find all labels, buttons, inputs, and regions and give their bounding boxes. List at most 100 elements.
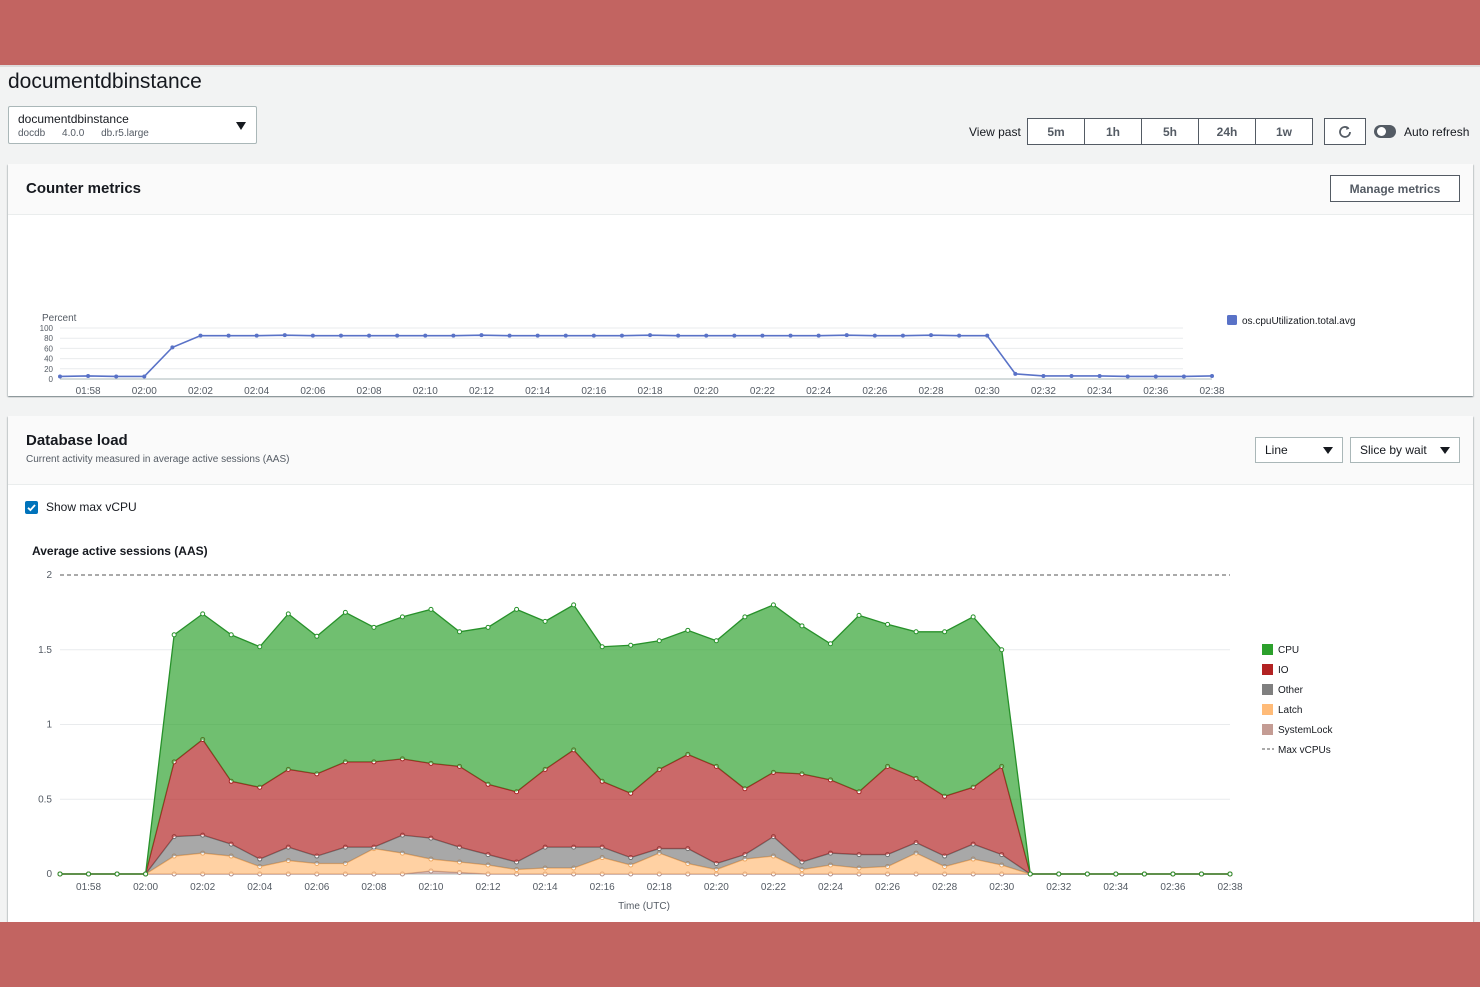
data-point [507, 333, 512, 338]
data-point [788, 333, 793, 338]
range-button-1w[interactable]: 1w [1255, 118, 1313, 145]
chart-title: Average active sessions (AAS) [32, 544, 208, 558]
x-tick-label: 02:28 [919, 386, 944, 396]
x-tick-label: 02:38 [1199, 386, 1224, 396]
database-load-header: Database load Current activity measured … [8, 416, 1473, 485]
data-point [1153, 374, 1158, 379]
x-tick-label: 02:08 [361, 882, 386, 893]
y-tick-label: 0.5 [38, 794, 52, 805]
counter-metrics-panel: Counter metrics Manage metrics 0 20 40 60 80… [8, 164, 1473, 396]
data-point [563, 333, 568, 338]
x-tick-label: 02:04 [244, 386, 269, 396]
show-vcpu-checkbox[interactable] [25, 501, 38, 514]
x-tick-label: 02:06 [300, 386, 325, 396]
instance-engine: docdb [18, 128, 46, 139]
series-line [60, 604, 1230, 875]
y-tick-label: 20 [44, 365, 53, 374]
data-point [57, 871, 63, 877]
instance-meta: docdb 4.0.0 db.r5.large [18, 128, 163, 139]
legend-swatch [1262, 724, 1273, 735]
instance-class: db.r5.large [101, 128, 149, 139]
data-point [571, 602, 577, 608]
data-point [285, 611, 291, 617]
data-point [535, 333, 540, 338]
data-point [86, 373, 91, 378]
x-tick-label: 02:16 [590, 882, 615, 893]
range-button-1h[interactable]: 1h [1084, 118, 1142, 145]
y-tick-label: 100 [40, 324, 54, 333]
x-tick-label: 02:36 [1143, 386, 1168, 396]
x-tick-label: 02:06 [304, 882, 329, 893]
data-point [342, 609, 348, 615]
x-axis-label: Time (UTC) [618, 901, 670, 912]
x-tick-label: 02:00 [133, 882, 158, 893]
x-tick-label: 02:00 [132, 386, 157, 396]
y-tick-label: 1.5 [38, 645, 52, 656]
x-tick-label: 02:26 [862, 386, 887, 396]
data-point [713, 638, 719, 644]
data-point [656, 638, 662, 644]
data-point [423, 333, 428, 338]
data-point [742, 614, 748, 620]
slice-select[interactable]: Slice by wait [1350, 437, 1460, 463]
x-tick-label: 02:34 [1103, 882, 1128, 893]
refresh-icon [1339, 125, 1351, 138]
x-tick-label: 02:30 [975, 386, 1000, 396]
legend-swatch [1262, 664, 1273, 675]
instance-select[interactable]: documentdbinstance docdb 4.0.0 db.r5.lar… [8, 106, 257, 144]
y-tick-label: 2 [46, 570, 52, 581]
range-button-5m[interactable]: 5m [1027, 118, 1085, 145]
instance-version: 4.0.0 [62, 128, 85, 139]
data-point [1170, 871, 1176, 877]
data-point [844, 333, 849, 338]
data-point [371, 624, 377, 630]
x-tick-label: 02:24 [818, 882, 843, 893]
data-point [1069, 373, 1074, 378]
data-point [114, 871, 120, 877]
series-area [60, 739, 1230, 874]
x-tick-label: 02:24 [806, 386, 831, 396]
legend-label: Max vCPUs [1278, 745, 1331, 756]
x-tick-label: 01:58 [76, 386, 101, 396]
series-line [59, 334, 1213, 378]
data-point [395, 333, 400, 338]
divider [0, 65, 1480, 67]
data-point [885, 621, 891, 627]
view-type-select[interactable]: Line [1255, 437, 1343, 463]
data-point [985, 333, 990, 338]
range-button-24h[interactable]: 24h [1198, 118, 1256, 145]
time-range-group: 5m 1h 5h 24h 1w [1027, 118, 1313, 145]
series-area [60, 848, 1230, 874]
caret-down-icon [1323, 447, 1333, 454]
data-point [514, 606, 520, 612]
show-vcpu-label: Show max vCPU [46, 500, 137, 514]
x-tick-label: 02:20 [704, 882, 729, 893]
data-point [970, 614, 976, 620]
refresh-button[interactable] [1324, 118, 1366, 145]
x-tick-label: 02:30 [989, 882, 1014, 893]
data-point [770, 602, 776, 608]
x-tick-label: 02:14 [525, 386, 550, 396]
data-point [676, 333, 681, 338]
data-point [451, 333, 456, 338]
data-point [1084, 871, 1090, 877]
data-point [1041, 373, 1046, 378]
data-point [171, 632, 177, 638]
view-type-value: Line [1265, 443, 1288, 457]
x-tick-label: 02:18 [647, 882, 672, 893]
aas-chart: Average active sessions (AAS) 0 0.5 1 1.5 2 01… [32, 544, 1333, 912]
range-button-5h[interactable]: 5h [1141, 118, 1199, 145]
data-point [1181, 374, 1186, 379]
x-tick-label: 02:22 [761, 882, 786, 893]
auto-refresh-toggle[interactable] [1374, 125, 1396, 138]
data-point [619, 333, 624, 338]
database-load-title: Database load [26, 432, 128, 449]
x-tick-label: 02:26 [875, 882, 900, 893]
x-tick-label: 02:04 [247, 882, 272, 893]
legend-label: IO [1278, 665, 1289, 676]
legend-swatch [1227, 315, 1237, 325]
data-point [1056, 871, 1062, 877]
data-point [142, 374, 147, 379]
manage-metrics-button[interactable]: Manage metrics [1330, 175, 1460, 202]
data-point [913, 629, 919, 635]
